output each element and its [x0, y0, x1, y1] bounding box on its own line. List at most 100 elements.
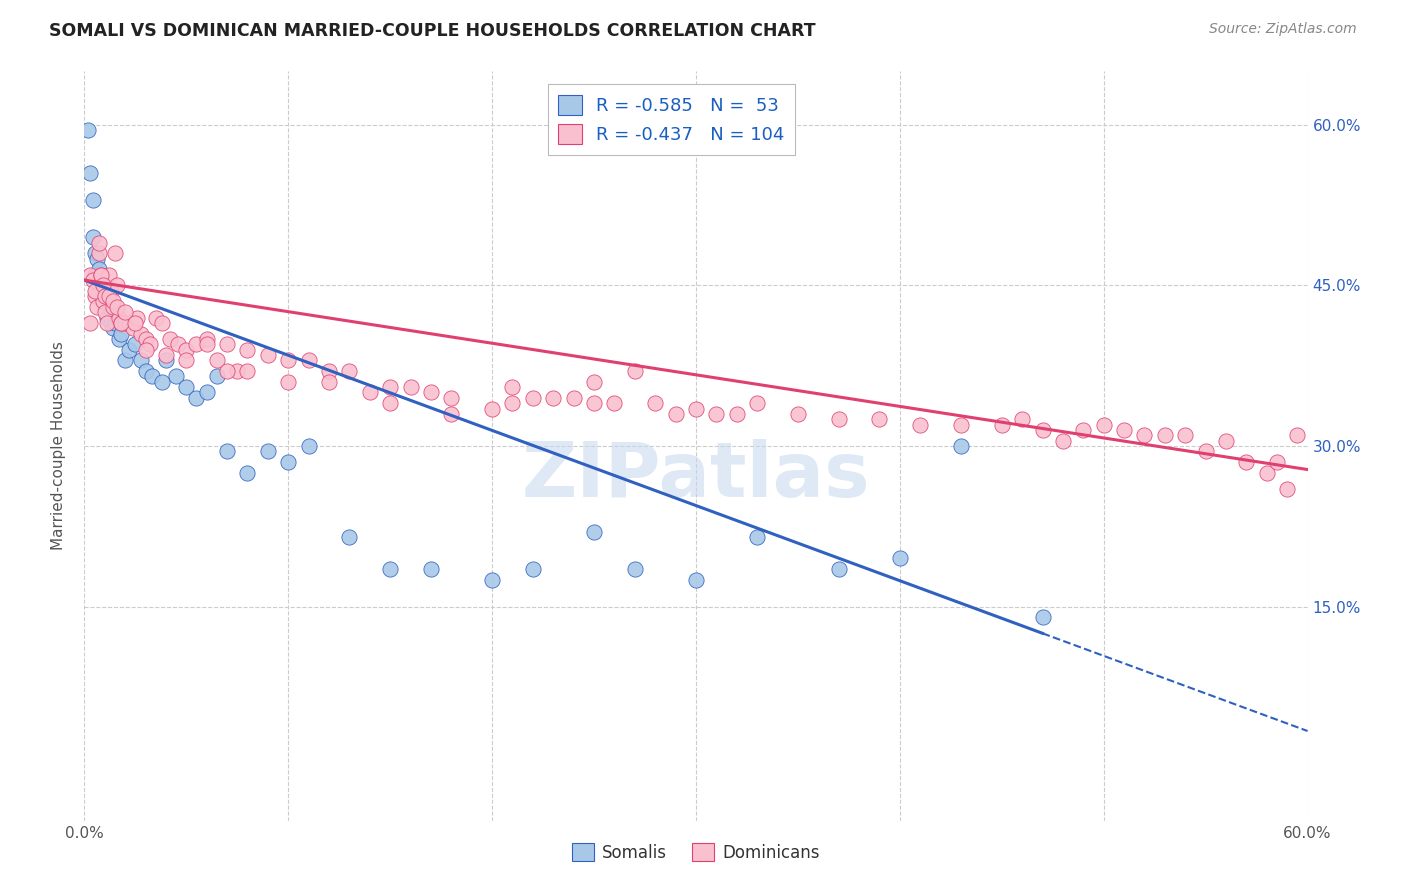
- Point: [339, 364, 361, 378]
- Point: [97, 289, 120, 303]
- Point: [1215, 434, 1237, 448]
- Point: [79, 316, 101, 330]
- Point: [118, 343, 141, 357]
- Point: [83, 289, 105, 303]
- Point: [787, 407, 810, 421]
- Point: [236, 343, 259, 357]
- Point: [257, 348, 280, 362]
- Point: [87, 246, 110, 260]
- Point: [159, 332, 181, 346]
- Point: [380, 562, 402, 576]
- Point: [359, 385, 381, 400]
- Y-axis label: Married-couple Households: Married-couple Households: [51, 342, 66, 550]
- Point: [93, 300, 115, 314]
- Point: [1133, 428, 1156, 442]
- Point: [217, 364, 239, 378]
- Point: [1032, 423, 1054, 437]
- Point: [1011, 412, 1033, 426]
- Point: [747, 530, 769, 544]
- Point: [110, 316, 132, 330]
- Point: [236, 466, 259, 480]
- Point: [339, 530, 361, 544]
- Point: [79, 268, 101, 282]
- Point: [114, 316, 136, 330]
- Point: [135, 364, 157, 378]
- Text: ZIPatlas: ZIPatlas: [522, 439, 870, 513]
- Point: [583, 524, 606, 539]
- Point: [889, 551, 911, 566]
- Point: [318, 375, 340, 389]
- Point: [1195, 444, 1218, 458]
- Point: [165, 369, 187, 384]
- Legend: Somalis, Dominicans: Somalis, Dominicans: [565, 837, 827, 869]
- Point: [603, 396, 626, 410]
- Point: [1256, 466, 1278, 480]
- Point: [93, 289, 115, 303]
- Point: [135, 343, 157, 357]
- Point: [131, 326, 153, 341]
- Point: [93, 284, 115, 298]
- Point: [991, 417, 1014, 432]
- Point: [110, 316, 132, 330]
- Point: [90, 284, 112, 298]
- Point: [91, 289, 114, 303]
- Point: [828, 562, 851, 576]
- Point: [257, 444, 280, 458]
- Point: [135, 332, 157, 346]
- Point: [87, 278, 110, 293]
- Point: [93, 305, 115, 319]
- Point: [1032, 610, 1054, 624]
- Point: [624, 562, 647, 576]
- Point: [118, 316, 141, 330]
- Point: [706, 407, 728, 421]
- Point: [298, 439, 321, 453]
- Point: [174, 380, 197, 394]
- Point: [195, 332, 218, 346]
- Point: [108, 310, 131, 325]
- Point: [155, 348, 177, 362]
- Point: [124, 316, 146, 330]
- Point: [101, 300, 124, 314]
- Point: [82, 273, 104, 287]
- Point: [583, 375, 606, 389]
- Point: [150, 375, 173, 389]
- Point: [96, 316, 118, 330]
- Point: [86, 252, 108, 266]
- Point: [100, 316, 122, 330]
- Point: [910, 417, 932, 432]
- Point: [97, 268, 120, 282]
- Point: [145, 310, 167, 325]
- Point: [131, 353, 153, 368]
- Point: [420, 385, 443, 400]
- Point: [502, 396, 524, 410]
- Point: [104, 316, 127, 330]
- Point: [105, 300, 128, 314]
- Point: [236, 364, 259, 378]
- Point: [277, 455, 299, 469]
- Point: [226, 364, 249, 378]
- Point: [114, 353, 136, 368]
- Text: SOMALI VS DOMINICAN MARRIED-COUPLE HOUSEHOLDS CORRELATION CHART: SOMALI VS DOMINICAN MARRIED-COUPLE HOUSE…: [49, 22, 815, 40]
- Point: [97, 300, 120, 314]
- Point: [105, 278, 128, 293]
- Point: [665, 407, 688, 421]
- Point: [1092, 417, 1115, 432]
- Point: [380, 380, 402, 394]
- Point: [562, 391, 585, 405]
- Point: [205, 353, 228, 368]
- Point: [96, 310, 118, 325]
- Point: [747, 396, 769, 410]
- Point: [481, 573, 503, 587]
- Point: [440, 391, 463, 405]
- Point: [167, 337, 190, 351]
- Point: [124, 337, 146, 351]
- Point: [195, 385, 218, 400]
- Point: [114, 305, 136, 319]
- Point: [399, 380, 422, 394]
- Point: [87, 235, 110, 250]
- Point: [420, 562, 443, 576]
- Point: [828, 412, 851, 426]
- Point: [522, 391, 544, 405]
- Point: [141, 369, 163, 384]
- Point: [502, 380, 524, 394]
